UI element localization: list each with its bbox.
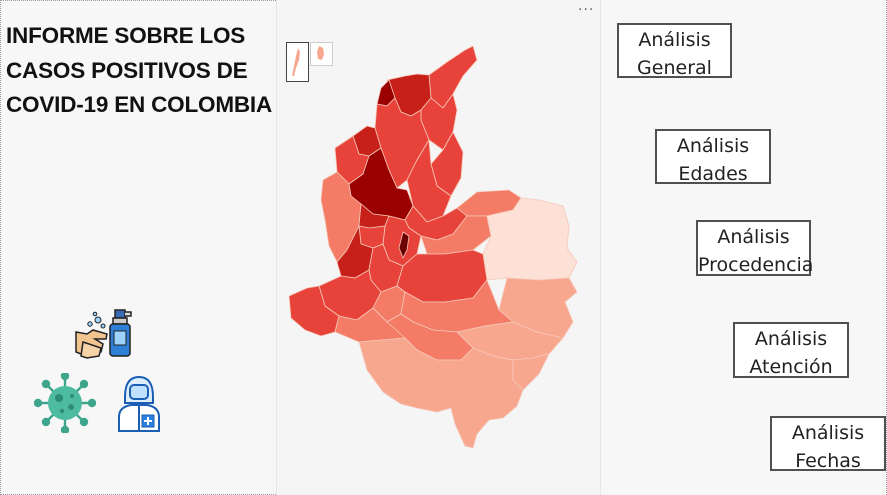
button-label-line1: Análisis bbox=[791, 422, 865, 444]
map-panel bbox=[276, 0, 601, 495]
dates-analysis-button[interactable]: Análisis Fechas bbox=[770, 416, 886, 472]
health-worker-icon bbox=[115, 373, 163, 433]
button-label-line2: Fechas bbox=[795, 450, 861, 472]
button-label-line1: Análisis bbox=[717, 226, 790, 248]
button-label-line2: Procedencia bbox=[698, 254, 814, 276]
button-label-line1: Análisis bbox=[638, 29, 711, 51]
providencia-inset[interactable] bbox=[310, 42, 333, 66]
button-label-line1: Análisis bbox=[754, 328, 828, 350]
button-label-line1: Análisis bbox=[676, 135, 750, 157]
region-vaupes-south bbox=[512, 353, 550, 391]
region-amazonas bbox=[358, 337, 524, 449]
colombia-choropleth-map[interactable] bbox=[277, 40, 602, 455]
coronavirus-icon bbox=[34, 373, 96, 433]
ages-analysis-button[interactable]: Análisis Edades bbox=[655, 129, 771, 185]
region-bogota bbox=[398, 231, 410, 259]
button-label-line2: General bbox=[637, 57, 712, 79]
button-label-line2: Edades bbox=[678, 163, 748, 185]
button-label-line2: Atención bbox=[749, 356, 833, 378]
attention-analysis-button[interactable]: Análisis Atención bbox=[733, 322, 849, 378]
general-analysis-button[interactable]: Análisis General bbox=[617, 23, 732, 79]
san-andres-inset[interactable] bbox=[286, 42, 309, 82]
report-title: INFORME SOBRE LOS CASOS POSITIVOS DE COV… bbox=[6, 23, 273, 117]
visual-more-options-icon[interactable]: ··· bbox=[578, 2, 595, 18]
left-panel: INFORME SOBRE LOS CASOS POSITIVOS DE COV… bbox=[0, 0, 276, 495]
origin-analysis-button[interactable]: Análisis Procedencia bbox=[696, 220, 814, 276]
hand-sanitizer-icon bbox=[73, 304, 135, 364]
